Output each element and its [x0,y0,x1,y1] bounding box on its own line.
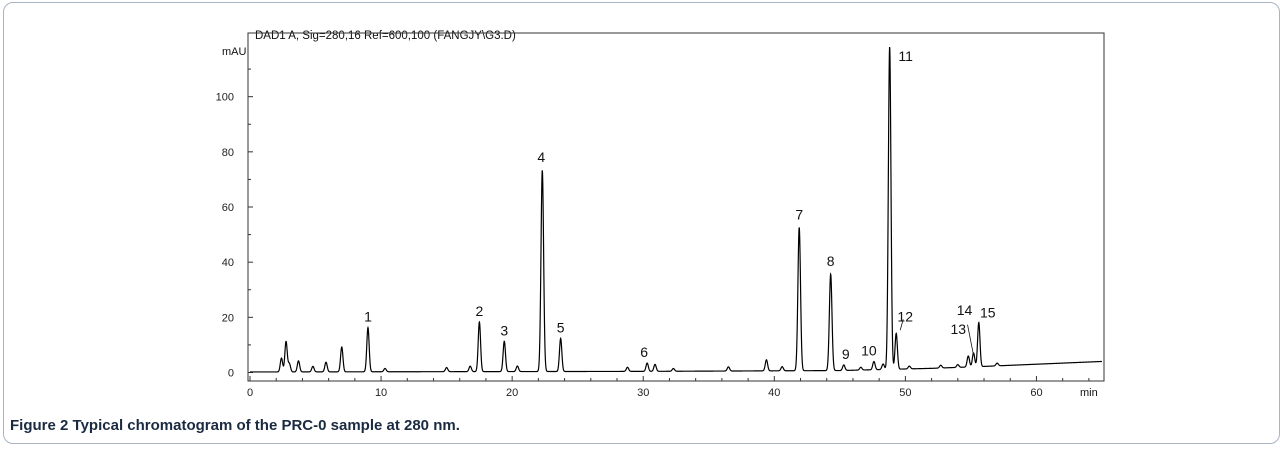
x-tick-label: 20 [506,387,518,399]
x-axis-label: min [1080,387,1098,399]
x-tick-label: 0 [247,387,253,399]
peak-label: 5 [557,319,565,335]
peak-label: 10 [861,342,877,358]
y-tick-label: 40 [222,257,234,269]
peak-label: 9 [842,346,850,362]
peak-label: 7 [795,206,803,222]
peak-label: 11 [898,48,913,64]
peak-label: 1 [364,309,372,325]
peak-label: 15 [980,304,996,320]
x-tick-label: 60 [1030,387,1042,399]
x-tick-label: 30 [637,387,649,399]
chart-title: DAD1 A, Sig=280,16 Ref=600,100 (FANGJY\G… [255,30,516,42]
caption-label: Figure 2 [10,417,69,434]
peak-label: 6 [640,344,648,360]
y-tick-label: 100 [216,92,234,104]
figure-frame [3,2,1280,444]
caption-text: Typical chromatogram of the PRC-0 sample… [72,417,460,434]
x-tick-label: 10 [375,387,387,399]
peak-label: 3 [500,322,508,338]
peak-14-leader [967,324,974,356]
peak-label: 13 [951,321,967,337]
y-tick-label: 80 [222,147,234,159]
y-axis-label: mAU [222,46,247,58]
plot-frame [247,32,1105,382]
x-tick-label: 40 [768,387,780,399]
peak-label: 4 [537,149,545,165]
peak-label: 8 [827,253,835,269]
y-tick-label: 0 [228,367,234,379]
y-tick-label: 60 [222,202,234,214]
peak-label: 2 [475,303,483,319]
chromatogram-trace [250,46,1102,373]
figure-caption: Figure 2 Typical chromatogram of the PRC… [10,417,460,434]
peak-label: 14 [957,302,973,318]
peak-12-leader [899,319,904,331]
y-tick-label: 20 [222,312,234,324]
peak-label: 12 [897,308,913,324]
x-tick-label: 50 [899,387,911,399]
